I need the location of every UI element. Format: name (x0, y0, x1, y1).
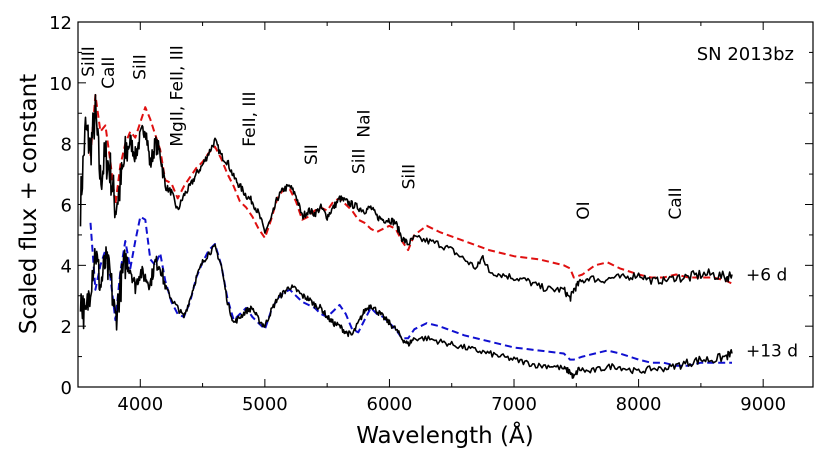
tick-label-layer: 4000 5000 6000 7000 8000 9000 0 2 4 6 8 10 12 (49, 13, 786, 415)
x-axis-label: Wavelength (Å) (356, 421, 533, 449)
line-id-annotation: SiII (349, 149, 369, 175)
line-id-annotation: OI (574, 201, 594, 219)
line-id-annotation: CaII (99, 57, 119, 89)
y-tick-label: 4 (61, 256, 72, 277)
y-tick-label: 6 (61, 196, 72, 217)
line-id-annotation: CaII (666, 187, 686, 219)
y-tick-label: 8 (61, 135, 72, 156)
series-line-3 (79, 243, 733, 379)
y-tick-label: 2 (61, 317, 72, 338)
chart-title: SN 2013bz (697, 44, 794, 65)
phase-label: +13 d (746, 342, 798, 362)
phase-label: +6 d (746, 265, 787, 285)
y-axis-label: Scaled flux + constant (16, 74, 42, 334)
line-id-annotation: FeII, III (240, 92, 260, 147)
x-tick-label: 8000 (616, 394, 662, 415)
series-layer (79, 93, 733, 379)
phase-layer: +6 d +13 d (746, 265, 798, 361)
x-tick-label: 7000 (491, 394, 537, 415)
tick-layer (77, 21, 813, 388)
line-id-annotation: MgII, FeII, III (168, 45, 188, 146)
x-tick-label: 9000 (740, 394, 786, 415)
x-tick-label: 6000 (367, 394, 413, 415)
plot-frame (77, 21, 814, 388)
series-line-1 (79, 93, 733, 302)
y-tick-label: 0 (61, 378, 72, 399)
line-id-annotation: SiII (130, 54, 150, 80)
y-tick-label: 10 (49, 74, 72, 95)
annotation-layer: SiIII CaII SiII MgII, FeII, III FeII, IIISII… (79, 45, 686, 220)
line-id-annotation: SII (302, 144, 322, 165)
x-tick-label: 5000 (242, 394, 288, 415)
y-tick-label: 12 (49, 13, 72, 34)
line-id-annotation: NaI (354, 109, 374, 137)
line-id-annotation: SiIII (79, 46, 99, 77)
line-id-annotation: SiII (399, 164, 419, 190)
x-tick-label: 4000 (117, 394, 163, 415)
